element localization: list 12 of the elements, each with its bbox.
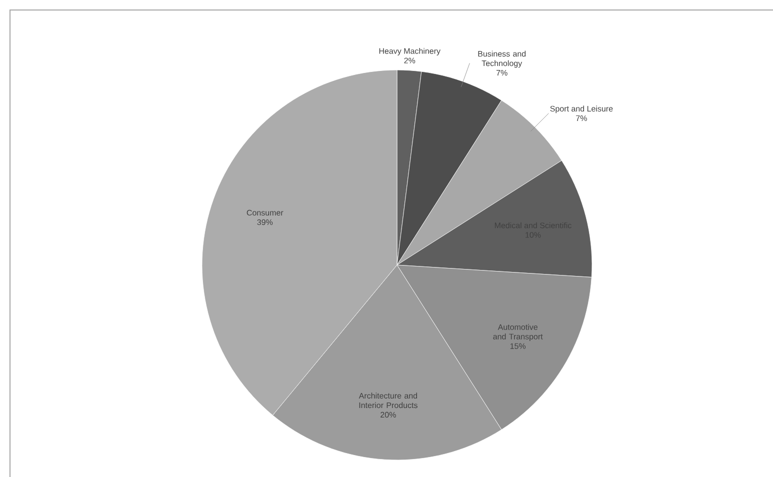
slice-label: Sport and Leisure — [550, 106, 613, 114]
data-label: 7% — [496, 70, 508, 76]
slice-label: Business and Technology — [478, 50, 526, 68]
data-label: 7% — [576, 115, 587, 121]
data-label: 2% — [404, 58, 416, 64]
slice-label: Heavy Machinery — [379, 48, 440, 56]
data-label: 15% — [510, 343, 526, 349]
slice-label: Consumer — [246, 210, 284, 216]
slice-label: Architecture and Interior Products — [358, 392, 418, 408]
data-label: 39% — [257, 219, 273, 226]
data-label: 20% — [380, 412, 396, 418]
slice-label: Automotive and Transport — [493, 324, 543, 341]
